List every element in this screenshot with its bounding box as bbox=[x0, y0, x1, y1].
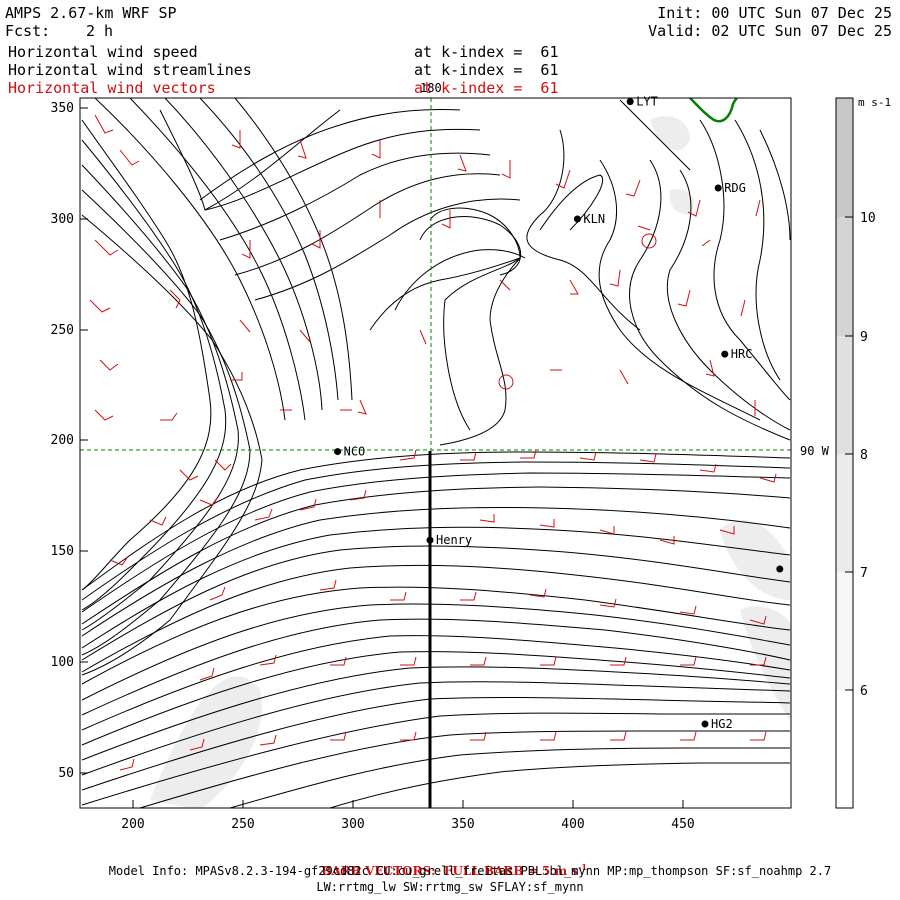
station-dot bbox=[721, 350, 729, 358]
y-tick-label: 300 bbox=[51, 212, 74, 227]
colorbar-band bbox=[836, 98, 853, 217]
station-marker bbox=[776, 565, 784, 573]
field-name-speed: Horizontal wind speed bbox=[8, 43, 198, 61]
colorbar-units: m s-1 bbox=[858, 96, 891, 109]
forecast-hour: 2 h bbox=[86, 22, 114, 40]
stations: LYT RDG KLN HRC NCO Henry HG2 bbox=[334, 95, 784, 731]
colorbar-label: 7 bbox=[860, 566, 868, 581]
station-marker: KLN bbox=[573, 212, 605, 226]
colorbar-band bbox=[836, 454, 853, 572]
station-label: NCO bbox=[344, 445, 366, 459]
y-tick-label: 150 bbox=[51, 544, 74, 559]
model-title: AMPS 2.67-km WRF SP bbox=[5, 4, 177, 22]
axis-ticks bbox=[80, 107, 684, 808]
init-time: Init: 00 UTC Sun 07 Dec 25 bbox=[657, 4, 892, 22]
wind-barbs bbox=[89, 114, 777, 771]
colorbar-label: 9 bbox=[860, 330, 868, 345]
valid-time: Valid: 02 UTC Sun 07 Dec 25 bbox=[648, 22, 892, 40]
barb-note-unit-exponent: -1 bbox=[578, 862, 587, 872]
colorbar-band bbox=[836, 217, 853, 336]
x-tick-label: 400 bbox=[561, 817, 584, 832]
model-info: Model Info: MPASv8.2.3-194-gf29cd82c CU:… bbox=[108, 864, 832, 878]
colorbar-band bbox=[836, 690, 853, 808]
coastline bbox=[689, 98, 738, 123]
station-label: KLN bbox=[583, 212, 605, 226]
plot-frame bbox=[79, 97, 792, 809]
field-level-speed: at k-index = 61 bbox=[414, 43, 559, 61]
station-dot bbox=[776, 565, 784, 573]
y-tick-label: 50 bbox=[58, 766, 74, 781]
colorbar-label: 6 bbox=[860, 684, 868, 699]
station-label: LYT bbox=[636, 95, 658, 109]
station-marker: NCO bbox=[334, 445, 365, 459]
x-tick-label: 200 bbox=[121, 817, 144, 832]
station-label: RDG bbox=[724, 181, 746, 195]
colorbar-band bbox=[836, 336, 853, 454]
barb-note-text: BARB VECTORS: FULL BARB = 5 m s bbox=[321, 864, 579, 878]
x-tick-label: 300 bbox=[341, 817, 364, 832]
station-dot bbox=[714, 184, 722, 192]
y-tick-label: 100 bbox=[51, 655, 74, 670]
station-marker: HG2 bbox=[701, 717, 733, 731]
colorbar-label: 8 bbox=[860, 448, 868, 463]
field-name-vectors: Horizontal wind vectors bbox=[8, 79, 216, 97]
y-tick-label: 350 bbox=[51, 101, 74, 116]
station-label: HG2 bbox=[711, 717, 733, 731]
x-tick-label: 350 bbox=[451, 817, 474, 832]
parallel-label: 90 W bbox=[800, 444, 830, 458]
station-dot bbox=[426, 536, 434, 544]
wind-speed-shading bbox=[150, 116, 791, 808]
forecast-label: Fcst: bbox=[5, 22, 51, 40]
field-level-vectors: at k-index = 61 bbox=[414, 79, 559, 97]
colorbar-band bbox=[836, 572, 853, 690]
calm-circle bbox=[641, 233, 657, 249]
meridian-label: 180 bbox=[420, 81, 442, 95]
station-marker: HRC bbox=[721, 347, 752, 361]
station-label: HRC bbox=[731, 347, 753, 361]
y-tick-label: 200 bbox=[51, 433, 74, 448]
x-tick-label: 450 bbox=[671, 817, 694, 832]
colorbar: 10 9 8 7 6 m s-1 bbox=[835, 96, 891, 809]
station-dot bbox=[334, 448, 342, 456]
y-tick-label: 250 bbox=[51, 323, 74, 338]
barb-note: BARB VECTORS: FULL BARB = 5 m s-1 bbox=[0, 848, 900, 878]
radiation-info: LW:rrtmg_lw SW:rrtmg_sw SFLAY:sf_mynn bbox=[316, 880, 584, 894]
station-dot bbox=[626, 98, 634, 106]
streamlines bbox=[81, 98, 791, 808]
station-marker: LYT bbox=[626, 95, 658, 109]
station-dot bbox=[573, 215, 581, 223]
station-dot bbox=[701, 720, 709, 728]
x-tick-label: 250 bbox=[231, 817, 254, 832]
station-marker: RDG bbox=[714, 181, 746, 195]
field-name-streamlines: Horizontal wind streamlines bbox=[8, 61, 252, 79]
field-level-streamlines: at k-index = 61 bbox=[414, 61, 559, 79]
colorbar-label: 10 bbox=[860, 211, 876, 226]
calm-circle bbox=[498, 374, 514, 390]
station-label: Henry bbox=[436, 533, 472, 547]
station-marker: Henry bbox=[426, 533, 472, 547]
